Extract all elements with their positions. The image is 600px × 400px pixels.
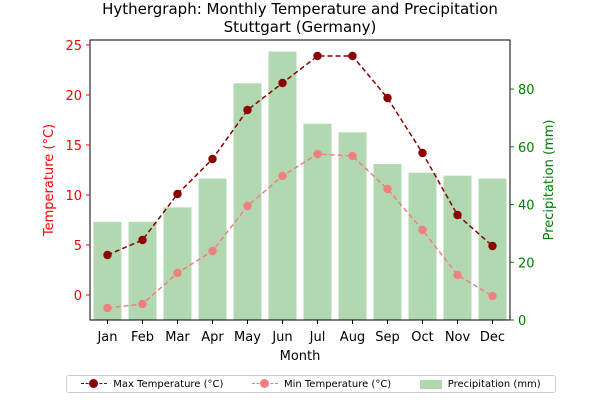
legend-swatch-max-temperature [81, 378, 108, 390]
legend-item-min-temperature: Min Temperature (°C) [251, 378, 392, 390]
chart-legend: Max Temperature (°C) Min Temperature (°C… [66, 375, 556, 393]
min-temperature-point [453, 270, 462, 280]
max-temperature-point [103, 250, 112, 260]
x-tick-label: May [234, 330, 261, 345]
right-y-tick-label: 20 [518, 256, 535, 271]
legend-swatch-precipitation [419, 379, 442, 389]
min-temperature-point [208, 246, 217, 256]
right-y-tick-label: 0 [518, 314, 526, 329]
chart-title-line: Stuttgart (Germany) [224, 18, 377, 36]
max-temperature-point [243, 105, 252, 115]
legend-label-min-temperature: Min Temperature (°C) [283, 378, 392, 390]
precipitation-bar [268, 51, 297, 321]
right-y-tick-label: 60 [518, 141, 535, 156]
x-tick-label: Dec [480, 330, 505, 345]
max-temperature-point [348, 51, 357, 61]
left-y-tick-label: 20 [65, 89, 82, 104]
min-temperature-series [103, 149, 497, 313]
left-y-axis-label: Temperature (°C) [42, 124, 57, 237]
x-tick-label: Oct [411, 330, 433, 345]
max-temperature-point [383, 93, 392, 103]
min-temperature-point [278, 171, 287, 181]
max-temperature-point [208, 154, 217, 164]
precipitation-bars [93, 51, 507, 321]
legend-item-max-temperature: Max Temperature (°C) [81, 378, 223, 390]
legend-swatch-min-temperature [251, 378, 278, 390]
x-tick-label: Jan [96, 330, 117, 345]
left-y-tick-label: 0 [74, 289, 82, 304]
min-temperature-point [243, 201, 252, 211]
precipitation-bar [233, 83, 262, 320]
max-temperature-point [138, 235, 147, 245]
max-temperature-line [107, 55, 493, 256]
legend-label-precipitation: Precipitation (mm) [447, 378, 541, 390]
chart-title-line: Hythergraph: Monthly Temperature and Pre… [102, 0, 498, 18]
precipitation-bar [408, 172, 437, 320]
min-temperature-point [103, 303, 112, 313]
max-temperature-series [103, 51, 497, 260]
min-temperature-point [418, 225, 427, 235]
x-tick-label: Mar [165, 330, 190, 345]
x-tick-label: Apr [201, 330, 224, 345]
max-temperature-point [418, 148, 427, 158]
precipitation-bar [338, 132, 367, 320]
precipitation-bar [93, 221, 122, 320]
right-y-tick-label: 40 [518, 199, 535, 214]
legend-item-precipitation: Precipitation (mm) [419, 378, 541, 390]
max-temperature-point [488, 241, 497, 251]
plot-frame [89, 39, 511, 321]
x-axis-ticks: Jan Feb Mar Apr May Jun Jul Aug Sep Oct Nov Dec [96, 320, 505, 345]
left-y-tick-label: 25 [65, 39, 82, 54]
precipitation-bar [443, 175, 472, 320]
x-tick-label: Jun [271, 330, 292, 345]
right-y-axis-ticks: 0 20 40 60 80 [510, 83, 535, 329]
x-tick-label: Feb [131, 330, 154, 345]
x-tick-label: Nov [445, 330, 471, 345]
precipitation-bar [163, 207, 192, 320]
left-y-tick-label: 10 [65, 189, 82, 204]
left-y-tick-label: 15 [65, 139, 82, 154]
left-y-axis-ticks: 0 5 10 15 20 25 [65, 39, 90, 304]
min-temperature-point [173, 268, 182, 278]
x-tick-label: Jul [309, 330, 326, 345]
x-tick-label: Sep [375, 330, 400, 345]
x-axis-label: Month [280, 349, 321, 364]
legend-label-max-temperature: Max Temperature (°C) [113, 378, 224, 390]
min-temperature-point [488, 291, 497, 301]
min-temperature-point [138, 299, 147, 309]
x-tick-label: Aug [340, 330, 365, 345]
min-temperature-point [348, 151, 357, 161]
chart-title: Hythergraph: Monthly Temperature and Pre… [102, 0, 498, 36]
min-temperature-line [107, 153, 493, 309]
min-temperature-point [313, 149, 322, 159]
right-y-axis-label: Precipitation (mm) [542, 120, 557, 241]
max-temperature-point [453, 210, 462, 220]
max-temperature-point [313, 51, 322, 61]
min-temperature-point [383, 184, 392, 194]
max-temperature-point [278, 78, 287, 88]
right-y-tick-label: 80 [518, 83, 535, 98]
left-y-tick-label: 5 [74, 239, 82, 254]
max-temperature-point [173, 189, 182, 199]
